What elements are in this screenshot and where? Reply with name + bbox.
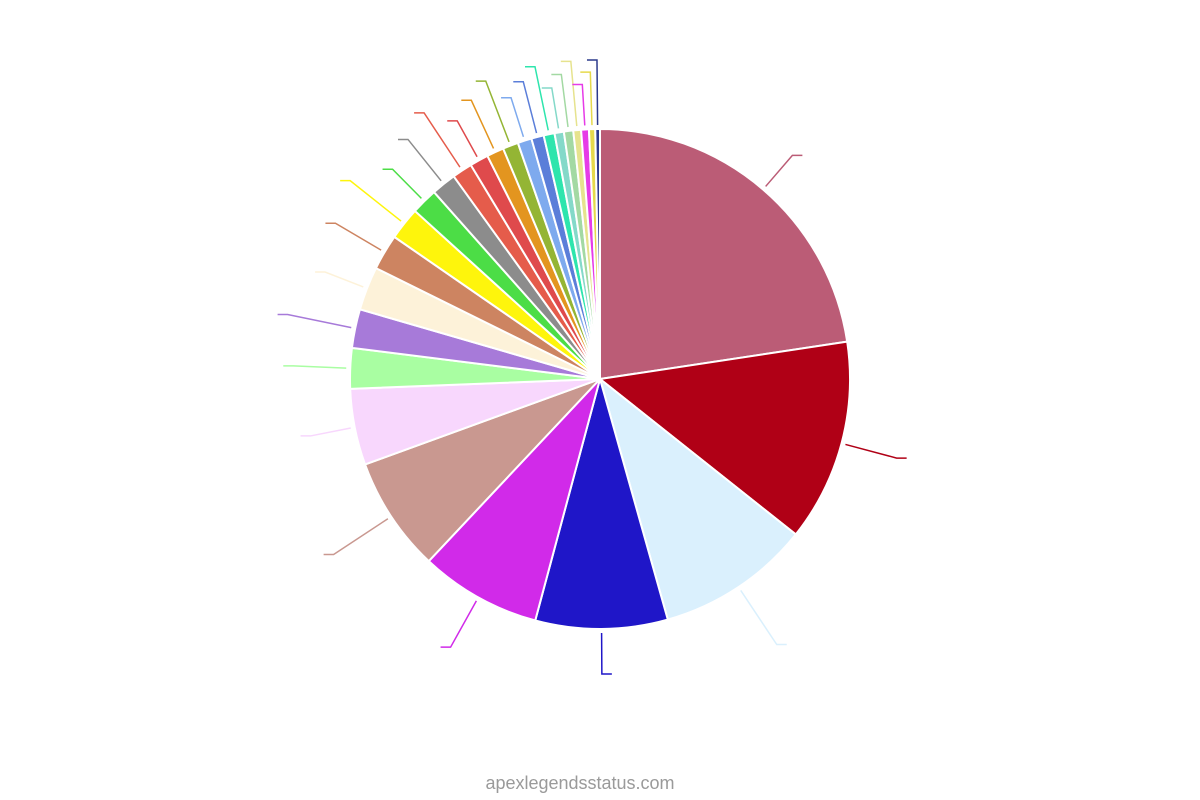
leader-line bbox=[586, 59, 599, 126]
leader-line bbox=[461, 99, 495, 149]
leader-line bbox=[580, 71, 593, 126]
pie-slice bbox=[599, 128, 849, 380]
leader-line bbox=[340, 179, 402, 222]
pie-slice bbox=[599, 340, 851, 536]
leader-line bbox=[845, 443, 907, 459]
leader-line bbox=[560, 60, 578, 127]
pie-slice bbox=[427, 378, 601, 622]
watermark: apexlegendsstatus.com bbox=[485, 773, 674, 793]
leader-line bbox=[765, 154, 803, 187]
leader-line bbox=[325, 222, 382, 251]
leader-line bbox=[600, 632, 612, 675]
leader-line bbox=[397, 138, 442, 182]
leader-line bbox=[440, 600, 478, 648]
pie-slice bbox=[594, 128, 601, 380]
leader-line bbox=[513, 80, 538, 134]
leader-line bbox=[414, 112, 461, 168]
leader-line bbox=[447, 120, 478, 158]
leader-line bbox=[277, 313, 352, 329]
leader-line bbox=[283, 365, 347, 369]
leader-line bbox=[382, 168, 422, 199]
leader-line bbox=[524, 65, 549, 131]
leader-line bbox=[572, 83, 586, 126]
leader-line bbox=[740, 590, 787, 646]
pie-slice bbox=[599, 378, 797, 621]
leader-line bbox=[300, 427, 351, 437]
leader-line bbox=[315, 271, 364, 288]
pie-slice bbox=[364, 378, 601, 563]
pie-slice bbox=[534, 378, 669, 630]
leader-line bbox=[323, 518, 389, 556]
leader-line bbox=[475, 80, 510, 143]
leader-line bbox=[501, 96, 525, 138]
leader-line bbox=[551, 73, 569, 128]
leader-line bbox=[541, 87, 560, 129]
